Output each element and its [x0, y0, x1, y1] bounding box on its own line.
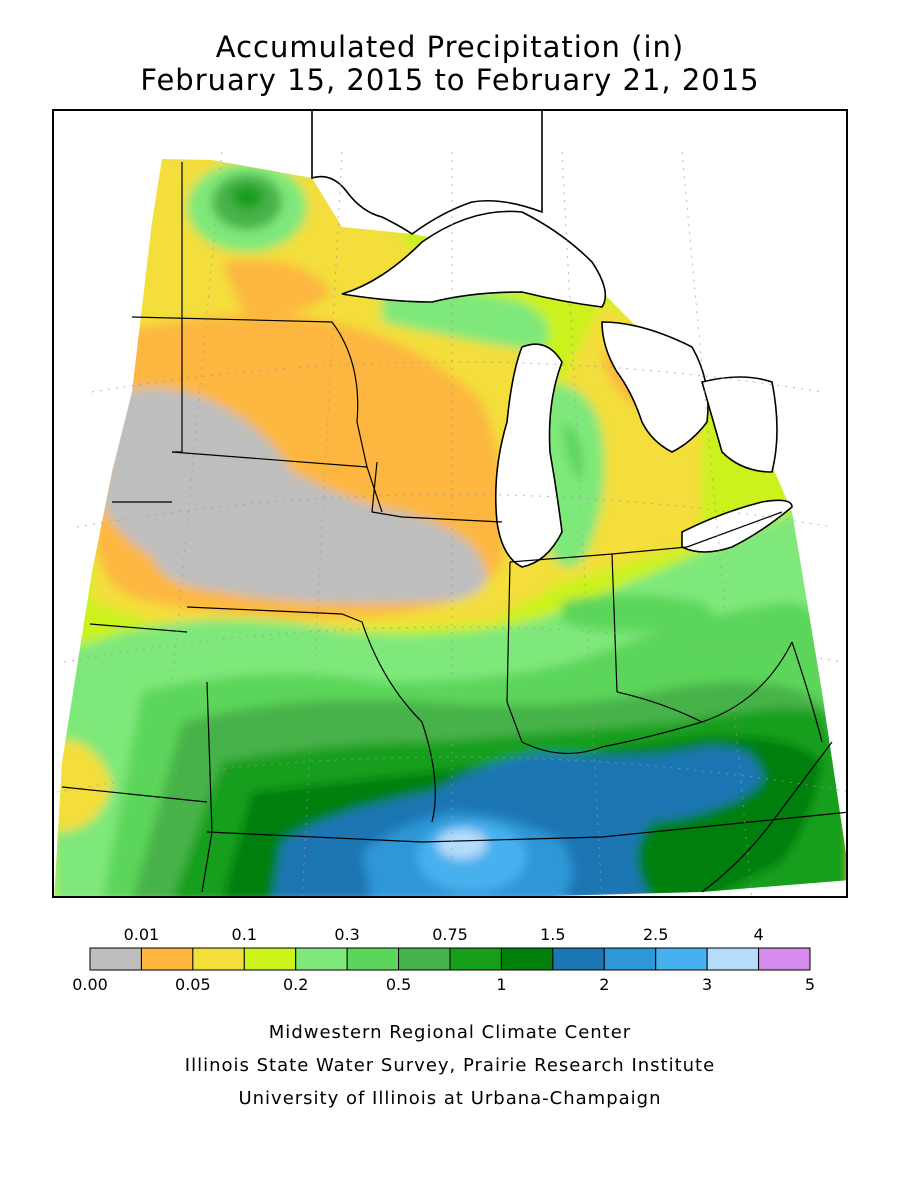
legend-bottom-label: 0.05: [175, 975, 211, 994]
map-title: Accumulated Precipitation (in): [215, 30, 685, 64]
legend-top-label: 2.5: [643, 925, 668, 944]
legend-bottom-label: 0.5: [386, 975, 411, 994]
legend-swatch: [243, 947, 297, 971]
legend-swatch: [449, 947, 502, 971]
legend-swatch: [500, 947, 554, 971]
legend-top-label: 1.5: [540, 925, 565, 944]
credit-isws: Illinois State Water Survey, Prairie Res…: [184, 1055, 716, 1076]
precipitation-map: [52, 109, 848, 898]
legend-swatch: [398, 947, 451, 971]
legend-bottom-label: 5: [805, 975, 815, 994]
legend-swatch: [603, 947, 657, 971]
credit-uiuc: University of Illinois at Urbana-Champai…: [238, 1088, 662, 1109]
legend-swatch: [140, 947, 194, 971]
legend-swatch: [295, 947, 348, 971]
legend-top-label: 0.1: [232, 925, 257, 944]
legend-swatch: [89, 947, 142, 971]
credit-mrcc: Midwestern Regional Climate Center: [268, 1022, 632, 1043]
legend-bottom-label: 1: [496, 975, 506, 994]
legend-swatch: [706, 947, 760, 971]
legend-swatch: [758, 947, 811, 971]
legend-bottom-label: 3: [702, 975, 712, 994]
legend-bottom-label: 2: [599, 975, 609, 994]
legend-bottom-label: 0.00: [72, 975, 108, 994]
legend-swatch: [346, 947, 400, 971]
legend-bottom-label: 0.2: [283, 975, 308, 994]
legend-swatch: [655, 947, 708, 971]
legend-top-label: 0.01: [124, 925, 160, 944]
legend-top-label: 0.3: [334, 925, 359, 944]
legend-swatch: [552, 947, 605, 971]
legend-swatch: [192, 947, 245, 971]
legend-top-label: 4: [753, 925, 763, 944]
legend-top-label: 0.75: [432, 925, 468, 944]
date-range-subtitle: February 15, 2015 to February 21, 2015: [140, 63, 760, 97]
